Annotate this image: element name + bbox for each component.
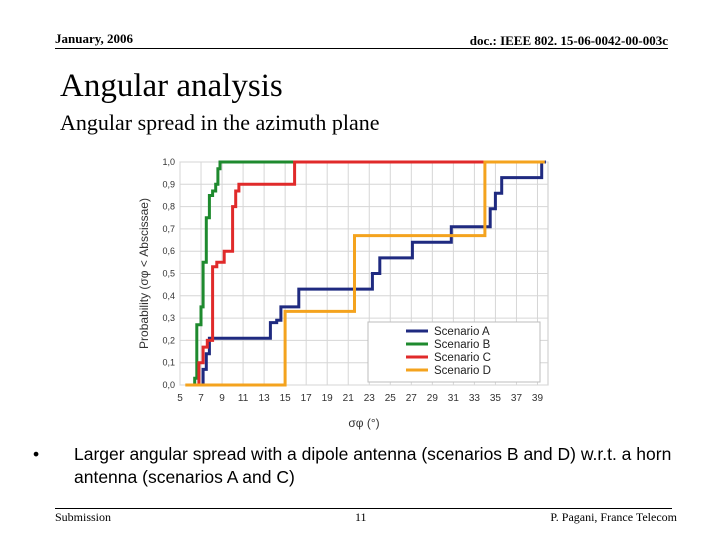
- series-line-c: [197, 160, 492, 385]
- y-tick-label: 0,0: [162, 380, 175, 390]
- slide-subtitle: Angular spread in the azimuth plane: [60, 110, 380, 135]
- header-doc-id: doc.: IEEE 802. 15-06-0042-00-003c: [469, 33, 668, 48]
- footer-page-number: 11: [355, 510, 367, 524]
- y-tick-label: 0,5: [162, 269, 175, 279]
- y-tick-label: 0,4: [162, 291, 175, 301]
- x-axis-label: σφ (°): [348, 416, 379, 430]
- header-date: January, 2006: [55, 31, 134, 46]
- y-tick-label: 0,9: [162, 179, 175, 189]
- legend-entry: Scenario C: [434, 352, 491, 364]
- footer-author: P. Pagani, France Telecom: [550, 510, 677, 524]
- series-line-b: [193, 160, 485, 385]
- x-tick-label: 9: [219, 393, 225, 404]
- legend-entry: Scenario B: [434, 339, 491, 351]
- y-tick-label: 0,2: [162, 335, 175, 345]
- x-tick-label: 31: [448, 393, 460, 404]
- x-tick-label: 25: [385, 393, 397, 404]
- cdf-chart: 5 7 9 11 13 15 17 19 21 23 25 27 29 31 33 35 37 39 0,0 0,1 0…: [128, 150, 558, 440]
- y-tick-label: 0,6: [162, 246, 175, 256]
- x-tick-label: 15: [280, 393, 292, 404]
- y-tick-label: 0,7: [162, 224, 175, 234]
- series-line-d: [185, 160, 545, 387]
- x-tick-label: 33: [469, 393, 481, 404]
- legend-entry: Scenario D: [434, 365, 491, 377]
- series-line-a: [201, 160, 546, 385]
- x-tick-label: 11: [238, 393, 249, 404]
- y-axis-label: Probability (σφ < Abscissae): [137, 198, 151, 349]
- chart-axes: 5 7 9 11 13 15 17 19 21 23 25 27 29 31 33 35 37 39 0,0 0,1 0…: [162, 157, 543, 404]
- x-tick-label: 13: [259, 393, 271, 404]
- x-tick-label: 5: [177, 393, 183, 404]
- slide-title: Angular analysis: [60, 68, 283, 104]
- x-tick-label: 23: [364, 393, 376, 404]
- y-tick-label: 0,3: [162, 313, 175, 323]
- x-tick-label: 35: [490, 393, 502, 404]
- x-tick-label: 7: [198, 393, 204, 404]
- footer-divider: [55, 508, 672, 509]
- header-divider: [55, 48, 668, 49]
- bullet-marker: •: [33, 444, 40, 464]
- bullet-item: Larger angular spread with a dipole ante…: [74, 444, 672, 487]
- x-tick-label: 21: [343, 393, 355, 404]
- legend-entry: Scenario A: [434, 326, 490, 338]
- y-tick-label: 0,1: [162, 358, 175, 368]
- chart-series: [185, 160, 546, 387]
- x-tick-label: 39: [532, 393, 544, 404]
- legend-box: [367, 321, 541, 383]
- y-tick-label: 1,0: [162, 157, 175, 167]
- x-tick-label: 19: [322, 393, 334, 404]
- y-tick-label: 0,8: [162, 202, 175, 212]
- footer-submission: Submission: [55, 510, 112, 524]
- x-tick-label: 17: [301, 393, 313, 404]
- x-tick-label: 27: [406, 393, 418, 404]
- x-tick-label: 29: [427, 393, 439, 404]
- x-tick-label: 37: [511, 393, 523, 404]
